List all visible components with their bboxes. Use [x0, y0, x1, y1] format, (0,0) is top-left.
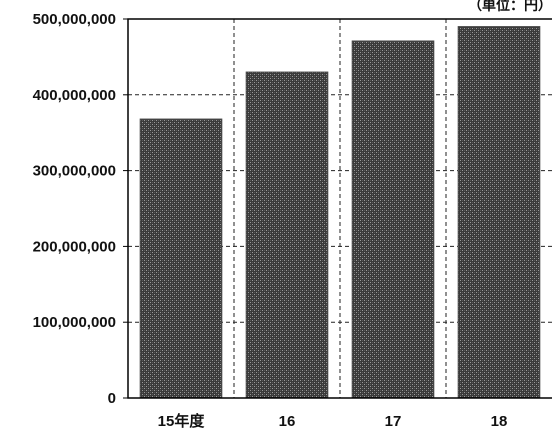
x-tick-label: 17: [385, 413, 402, 430]
bar: [139, 118, 223, 399]
y-tick-label: 200,000,000: [33, 238, 116, 255]
y-axis-ticks: 0 100,000,000 200,000,000 300,000,000 400,00…: [33, 11, 128, 407]
bars: [139, 26, 541, 399]
bar: [351, 40, 435, 399]
plot-frame: [127, 18, 552, 399]
y-tick-label: 100,000,000: [33, 314, 116, 331]
bar: [457, 26, 541, 399]
bar: [245, 71, 329, 399]
unit-label: （単位：円）: [468, 0, 552, 14]
y-tick-label: 300,000,000: [33, 163, 116, 180]
x-tick-label: 15年度: [158, 412, 206, 430]
x-tick-label: 18: [491, 413, 508, 430]
x-tick-label: 16: [279, 413, 296, 430]
y-tick-label: 0: [108, 390, 116, 407]
y-tick-label: 400,000,000: [33, 87, 116, 104]
y-tick-label: 500,000,000: [33, 11, 116, 28]
x-axis-ticks: 15年度 16 17 18: [158, 412, 508, 430]
